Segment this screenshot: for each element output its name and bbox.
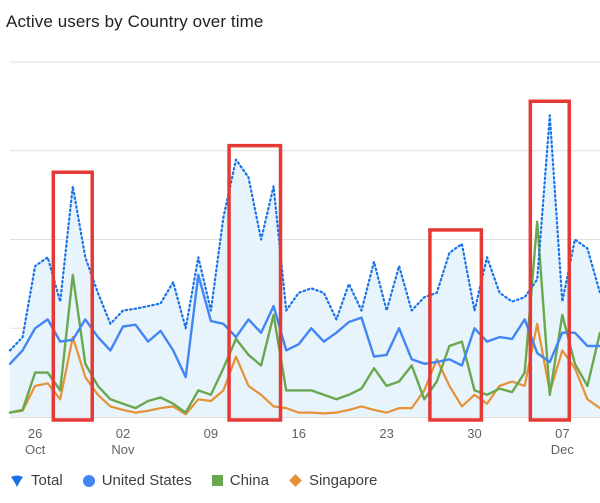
diamond-icon bbox=[289, 474, 302, 487]
x-tick-label: 02 bbox=[116, 426, 130, 441]
chart-title: Active users by Country over time bbox=[6, 12, 264, 31]
highlight-box bbox=[51, 170, 94, 422]
highlight-box bbox=[528, 99, 571, 422]
x-tick-label: 26 bbox=[28, 426, 42, 441]
legend-label-china: China bbox=[229, 472, 269, 489]
legend-item-singapore[interactable]: Singapore bbox=[289, 472, 377, 489]
legend-label-singapore: Singapore bbox=[308, 472, 378, 489]
legend-label-total: Total bbox=[31, 472, 63, 489]
legend-item-china[interactable]: China bbox=[211, 472, 269, 489]
series-line-singapore bbox=[8, 322, 600, 416]
series-line-united-states bbox=[8, 273, 600, 379]
x-tick-label: 09 bbox=[204, 426, 218, 441]
x-tick-label: 07 bbox=[555, 426, 569, 441]
highlight-boxes bbox=[51, 99, 571, 422]
legend-label-united-states: United States bbox=[101, 472, 192, 489]
total-area bbox=[10, 115, 600, 418]
drop-icon bbox=[11, 475, 23, 487]
series-line-total bbox=[8, 114, 600, 352]
square-icon bbox=[211, 475, 223, 486]
x-tick-label: 16 bbox=[291, 426, 305, 441]
total-area-fill bbox=[10, 115, 600, 418]
x-tick-month: Oct bbox=[25, 442, 46, 457]
series-line-china bbox=[8, 220, 600, 414]
highlight-box bbox=[227, 143, 283, 422]
x-tick-label: 23 bbox=[379, 426, 393, 441]
legend-item-united-states[interactable]: United States bbox=[82, 472, 192, 489]
series-lines bbox=[8, 114, 600, 416]
x-tick-label: 30 bbox=[467, 426, 481, 441]
legend-item-total[interactable]: Total bbox=[10, 472, 63, 489]
chart-legend: Total United States China Singapore bbox=[10, 472, 397, 489]
x-tick-month: Dec bbox=[551, 442, 575, 457]
x-tick-month: Nov bbox=[111, 442, 135, 457]
circle-icon bbox=[82, 474, 95, 487]
highlight-box bbox=[428, 228, 484, 422]
